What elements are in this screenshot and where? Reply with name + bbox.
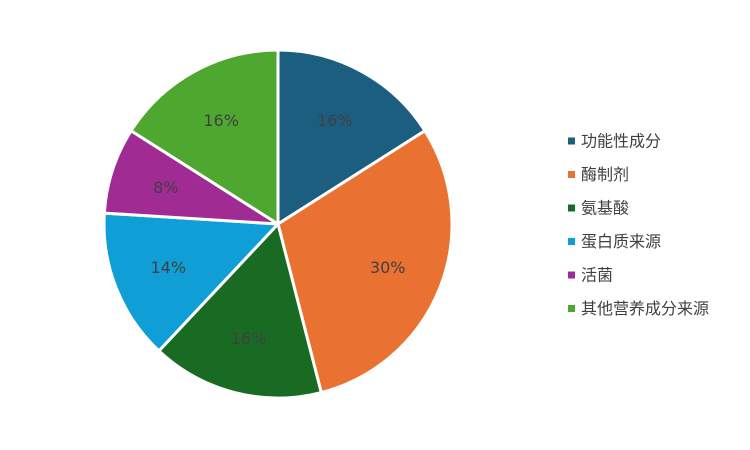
legend-label: 酶制剂 bbox=[581, 165, 629, 184]
pie-data-label: 14% bbox=[151, 258, 187, 277]
pie-data-label: 16% bbox=[317, 111, 353, 130]
pie-data-label: 16% bbox=[231, 329, 267, 348]
legend-swatch bbox=[568, 271, 575, 279]
pie-data-label: 16% bbox=[203, 111, 239, 130]
pie-data-label: 8% bbox=[153, 178, 178, 197]
legend-swatch bbox=[568, 305, 575, 312]
pie-slice bbox=[102, 211, 282, 353]
legend-label: 蛋白质来源 bbox=[581, 232, 661, 251]
legend-swatch bbox=[568, 204, 575, 212]
pie-slices bbox=[102, 48, 454, 400]
legend-label: 其他营养成分来源 bbox=[581, 299, 709, 318]
legend-label: 功能性成分 bbox=[581, 132, 661, 151]
pie-slice bbox=[129, 48, 280, 227]
pie-slice bbox=[156, 220, 324, 400]
legend-swatch bbox=[568, 137, 575, 145]
legend-label: 氨基酸 bbox=[581, 199, 629, 218]
pie-data-label: 30% bbox=[370, 258, 406, 277]
pie-slice bbox=[276, 128, 454, 395]
pie-slice bbox=[276, 48, 427, 227]
legend-label: 活菌 bbox=[581, 266, 613, 285]
pie-data-labels: 16% 30% 16% 14% 8% 16% bbox=[151, 111, 406, 348]
legend-swatch bbox=[568, 238, 575, 245]
legend-swatch bbox=[568, 171, 575, 178]
